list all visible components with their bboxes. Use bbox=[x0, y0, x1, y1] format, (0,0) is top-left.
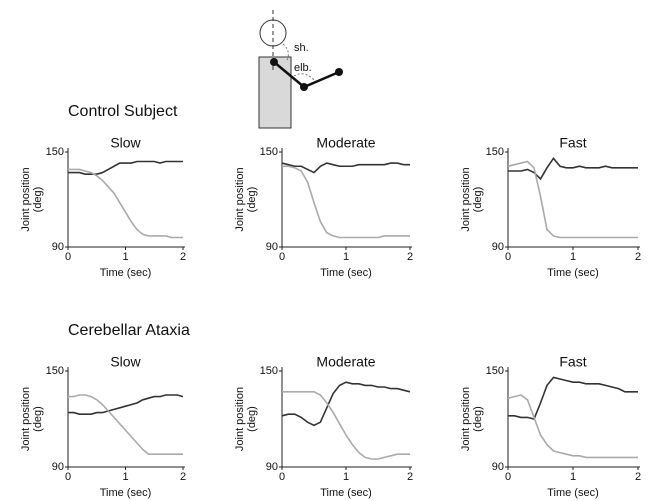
line-series bbox=[508, 376, 638, 420]
line-series bbox=[507, 394, 638, 459]
x-tick-label: 2 bbox=[180, 251, 186, 263]
x-tick-label: 1 bbox=[122, 251, 128, 263]
x-tick-label: 2 bbox=[635, 471, 641, 483]
x-tick-label: 0 bbox=[505, 471, 511, 483]
x-tick-label: 0 bbox=[65, 251, 71, 263]
y-tick-label: 150 bbox=[486, 365, 504, 377]
y-tick-label: 90 bbox=[52, 241, 64, 253]
panel-title: Fast bbox=[559, 354, 586, 370]
line-series bbox=[68, 160, 183, 175]
joint bbox=[270, 58, 278, 66]
y-tick-label: 90 bbox=[266, 241, 278, 253]
y-axis-label: (deg) bbox=[472, 406, 484, 432]
y-axis-label: (deg) bbox=[32, 187, 44, 213]
line-series bbox=[68, 394, 184, 416]
y-axis-label: (deg) bbox=[246, 187, 258, 213]
x-tick-label: 2 bbox=[407, 251, 413, 263]
x-tick-label: 0 bbox=[279, 471, 285, 483]
y-axis-label: Joint position bbox=[460, 167, 472, 231]
torso bbox=[258, 56, 292, 129]
diagram-label: elb. bbox=[294, 62, 312, 74]
line-series bbox=[282, 390, 410, 460]
x-axis-label: Time (sec) bbox=[547, 267, 599, 279]
x-tick-label: 0 bbox=[279, 251, 285, 263]
arm-diagram: sh. elb. bbox=[258, 10, 343, 129]
line-series bbox=[282, 165, 410, 239]
elbow-arc bbox=[293, 73, 315, 81]
x-tick-label: 1 bbox=[343, 251, 349, 263]
x-tick-label: 1 bbox=[343, 471, 349, 483]
shoulder-arc bbox=[282, 43, 289, 63]
y-axis-label: Joint position bbox=[20, 387, 32, 451]
x-axis-label: Time (sec) bbox=[100, 267, 152, 279]
x-tick-label: 1 bbox=[570, 471, 576, 483]
y-axis-label: Joint position bbox=[20, 167, 32, 231]
y-axis-label: (deg) bbox=[32, 406, 44, 432]
x-axis-label: Time (sec) bbox=[320, 487, 372, 499]
line-series bbox=[281, 162, 410, 174]
y-tick-label: 90 bbox=[492, 241, 504, 253]
line-series bbox=[508, 157, 638, 181]
x-tick-label: 2 bbox=[180, 471, 186, 483]
y-tick-label: 90 bbox=[266, 461, 278, 473]
y-tick-label: 150 bbox=[260, 146, 278, 158]
x-tick-label: 2 bbox=[635, 251, 641, 263]
y-tick-label: 150 bbox=[46, 365, 64, 377]
x-tick-label: 0 bbox=[505, 251, 511, 263]
y-tick-label: 90 bbox=[492, 461, 504, 473]
panel-title: Moderate bbox=[316, 135, 375, 151]
diagram-label: sh. bbox=[294, 42, 309, 54]
line-series bbox=[281, 381, 411, 427]
line-series bbox=[68, 168, 183, 239]
y-tick-label: 90 bbox=[52, 461, 64, 473]
x-tick-label: 2 bbox=[407, 471, 413, 483]
y-tick-label: 150 bbox=[486, 146, 504, 158]
panel-title: Slow bbox=[110, 354, 141, 370]
x-tick-label: 0 bbox=[65, 471, 71, 483]
panel-title: Fast bbox=[559, 135, 586, 151]
y-axis-label: Joint position bbox=[234, 167, 246, 231]
y-axis-label: Joint position bbox=[460, 387, 472, 451]
line-series bbox=[68, 394, 183, 456]
x-axis-label: Time (sec) bbox=[100, 487, 152, 499]
group-label: Cerebellar Ataxia bbox=[68, 322, 190, 339]
y-axis-label: Joint position bbox=[234, 387, 246, 451]
group-label: Control Subject bbox=[68, 103, 178, 120]
x-axis-label: Time (sec) bbox=[320, 267, 372, 279]
joint bbox=[300, 83, 308, 91]
y-tick-label: 150 bbox=[46, 146, 64, 158]
x-tick-label: 1 bbox=[570, 251, 576, 263]
joint bbox=[335, 68, 343, 76]
x-tick-label: 1 bbox=[122, 471, 128, 483]
y-axis-label: (deg) bbox=[246, 406, 258, 432]
line-series bbox=[507, 160, 638, 239]
y-axis-label: (deg) bbox=[472, 187, 484, 213]
y-tick-label: 150 bbox=[260, 365, 278, 377]
panel-title: Moderate bbox=[316, 354, 375, 370]
panel-title: Slow bbox=[110, 135, 141, 151]
x-axis-label: Time (sec) bbox=[547, 487, 599, 499]
